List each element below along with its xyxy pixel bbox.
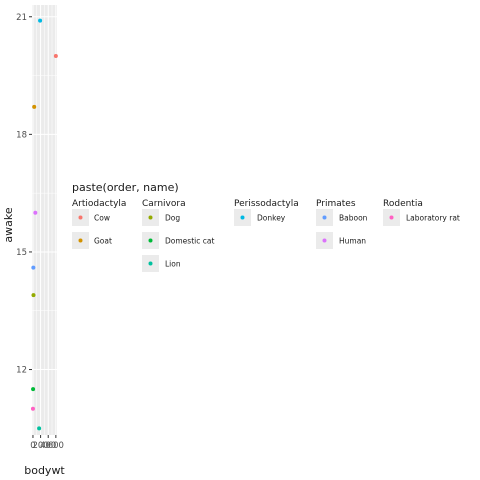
data-point: [31, 387, 36, 392]
legend-group-title: Perissodactyla: [234, 199, 299, 209]
y-tick-label: 21: [16, 13, 27, 23]
data-point: [30, 406, 35, 411]
data-point: [53, 53, 58, 58]
legend-key-point: [322, 238, 327, 243]
data-point: [38, 18, 43, 23]
legend-label: Human: [339, 237, 366, 246]
data-point: [37, 426, 42, 431]
legend-key-point: [78, 215, 83, 220]
data-point: [31, 265, 36, 270]
legend-key-point: [148, 261, 153, 266]
legend-group-title: Rodentia: [383, 199, 423, 209]
y-axis-title: awake: [2, 207, 15, 242]
legend-group-title: Artiodactyla: [72, 199, 126, 209]
legend-title: paste(order, name): [72, 181, 179, 194]
legend-label: Laboratory rat: [406, 214, 460, 223]
data-point: [33, 210, 38, 215]
x-tick-label: 0: [30, 441, 35, 451]
gridlines: [32, 5, 57, 435]
legend-label: Lion: [165, 260, 181, 269]
legend-key-point: [78, 238, 83, 243]
data-points: [30, 18, 58, 431]
legend-label: Goat: [94, 237, 112, 246]
legend-label: Cow: [94, 214, 110, 223]
y-tick-label: 15: [16, 248, 27, 258]
x-tick-label: 600: [48, 441, 64, 451]
x-tick-label: 400: [40, 441, 56, 451]
legend-key-point: [148, 238, 153, 243]
y-axis-ticks: 12 15 18 21: [16, 13, 32, 376]
data-point: [32, 104, 37, 109]
y-tick-label: 12: [16, 366, 27, 376]
legend-key-point: [148, 215, 153, 220]
legend-label: Domestic cat: [165, 237, 214, 246]
x-tick-label: 200: [32, 441, 48, 451]
legend-group-title: Carnivora: [142, 199, 186, 209]
legend-label: Dog: [165, 214, 180, 223]
legend-label: Donkey: [257, 214, 286, 223]
legend: paste(order, name) Artiodactyla Cow Goat Ca…: [72, 181, 460, 272]
legend-label: Baboon: [339, 214, 368, 223]
x-axis-title: bodywt: [24, 464, 65, 477]
data-point: [31, 293, 36, 298]
legend-key-point: [389, 215, 394, 220]
y-tick-label: 18: [16, 130, 27, 140]
legend-group-title: Primates: [316, 199, 356, 209]
legend-key-point: [240, 215, 245, 220]
legend-key-point: [322, 215, 327, 220]
